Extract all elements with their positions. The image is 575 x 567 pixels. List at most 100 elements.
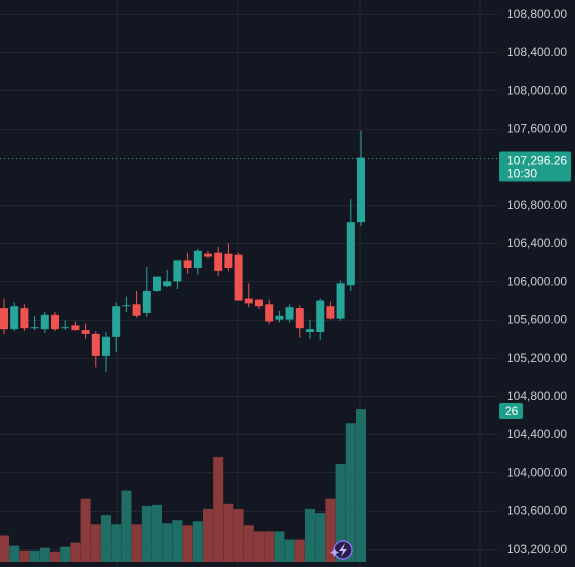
candle-13 [132,290,141,318]
volume-bar-5 [50,551,60,562]
candle-35 [357,130,365,227]
y-tick-label-3: 107,600.00 [507,122,567,136]
candle-body [30,327,39,329]
volume-bar-1 [9,545,20,562]
y-tick-label-12: 103,600.00 [507,504,567,518]
candle-body [275,315,284,320]
volume-bar-0 [0,535,9,562]
candle-body [265,304,274,322]
volume-badge [499,403,523,419]
candle-body [285,307,294,320]
candle-27 [275,311,284,323]
volume-bar-13 [131,524,142,562]
candle-body [81,330,90,334]
y-tick-label-0: 108,800.00 [507,7,567,21]
volume-bar-33 [335,464,346,562]
volume-bar-10 [101,515,111,562]
candle-body [71,325,80,331]
volume-bar-21 [213,456,224,562]
candle-31 [316,298,325,340]
volume-bar-11 [111,524,122,562]
candle-14 [142,267,151,317]
candle-18 [183,252,192,274]
candle-layer [0,130,365,373]
current-price-label: 107,296.26 [507,154,567,168]
candle-body [0,308,8,330]
candle-11 [112,302,121,353]
candle-body [346,222,355,286]
candle-3 [30,315,39,331]
volume-badge-label: 26 [505,404,519,418]
volume-bar-31 [315,513,326,562]
assistant-sparkle-icon[interactable] [330,540,353,560]
candle-body [244,298,253,304]
candle-body [91,333,100,356]
candle-30 [306,319,314,339]
y-tick-label-4: 106,800.00 [507,198,567,212]
volume-bar-3 [29,550,40,562]
volume-bar-35 [356,409,366,562]
candle-body [316,300,325,333]
candle-body [102,336,110,356]
candle-33 [336,280,345,321]
volume-layer [0,409,366,562]
volume-bar-28 [284,539,295,562]
candle-34 [346,199,355,291]
volume-bar-26 [264,531,275,562]
candle-7 [71,321,80,332]
candle-body [153,276,161,291]
candle-body [132,304,141,316]
candle-12 [122,296,131,312]
candle-1 [10,302,19,332]
candle-body [255,299,263,307]
candle-25 [255,299,263,310]
icon-layer [330,540,353,560]
volume-bar-9 [90,524,101,562]
candle-24 [244,283,253,308]
candle-body [193,250,202,269]
y-tick-label-6: 106,000.00 [507,274,567,288]
volume-bar-32 [325,498,336,562]
candle-20 [204,250,212,259]
candle-4 [40,311,49,333]
candle-9 [91,331,100,368]
volume-bar-16 [162,523,173,562]
candle-0 [0,298,8,334]
y-tick-label-9: 104,800.00 [507,389,567,403]
volume-bar-4 [39,547,50,562]
candle-body [20,308,29,329]
y-tick-label-10: 104,400.00 [507,427,567,441]
candle-15 [153,276,161,292]
candle-body [357,157,365,223]
volume-bar-8 [80,498,91,562]
y-tick-label-7: 105,600.00 [507,313,567,327]
volume-bar-14 [141,505,152,562]
volume-bar-29 [294,539,305,562]
volume-bar-18 [182,525,193,562]
volume-bar-23 [233,508,244,562]
volume-bar-6 [60,546,71,562]
candle-body [163,281,172,287]
candle-body [183,260,192,269]
candle-29 [295,305,304,338]
candle-6 [61,320,70,331]
candle-body [295,308,304,329]
countdown-label: 10:30 [507,167,537,181]
price-axis[interactable]: 108,800.00 108,400.00 108,000.00 107,600.00… [507,7,567,556]
candle-body [51,314,59,330]
y-tick-label-11: 104,000.00 [507,465,567,479]
candle-17 [173,260,182,290]
volume-bar-30 [305,508,315,562]
candle-body [40,314,49,330]
candle-28 [285,304,294,323]
candle-5 [51,311,59,332]
volume-bar-12 [121,490,132,562]
candle-22 [224,243,233,271]
candle-2 [20,304,29,332]
volume-bar-7 [70,542,81,562]
candle-32 [326,301,335,320]
y-tick-label-5: 106,400.00 [507,236,567,250]
volume-bar-2 [19,550,30,562]
